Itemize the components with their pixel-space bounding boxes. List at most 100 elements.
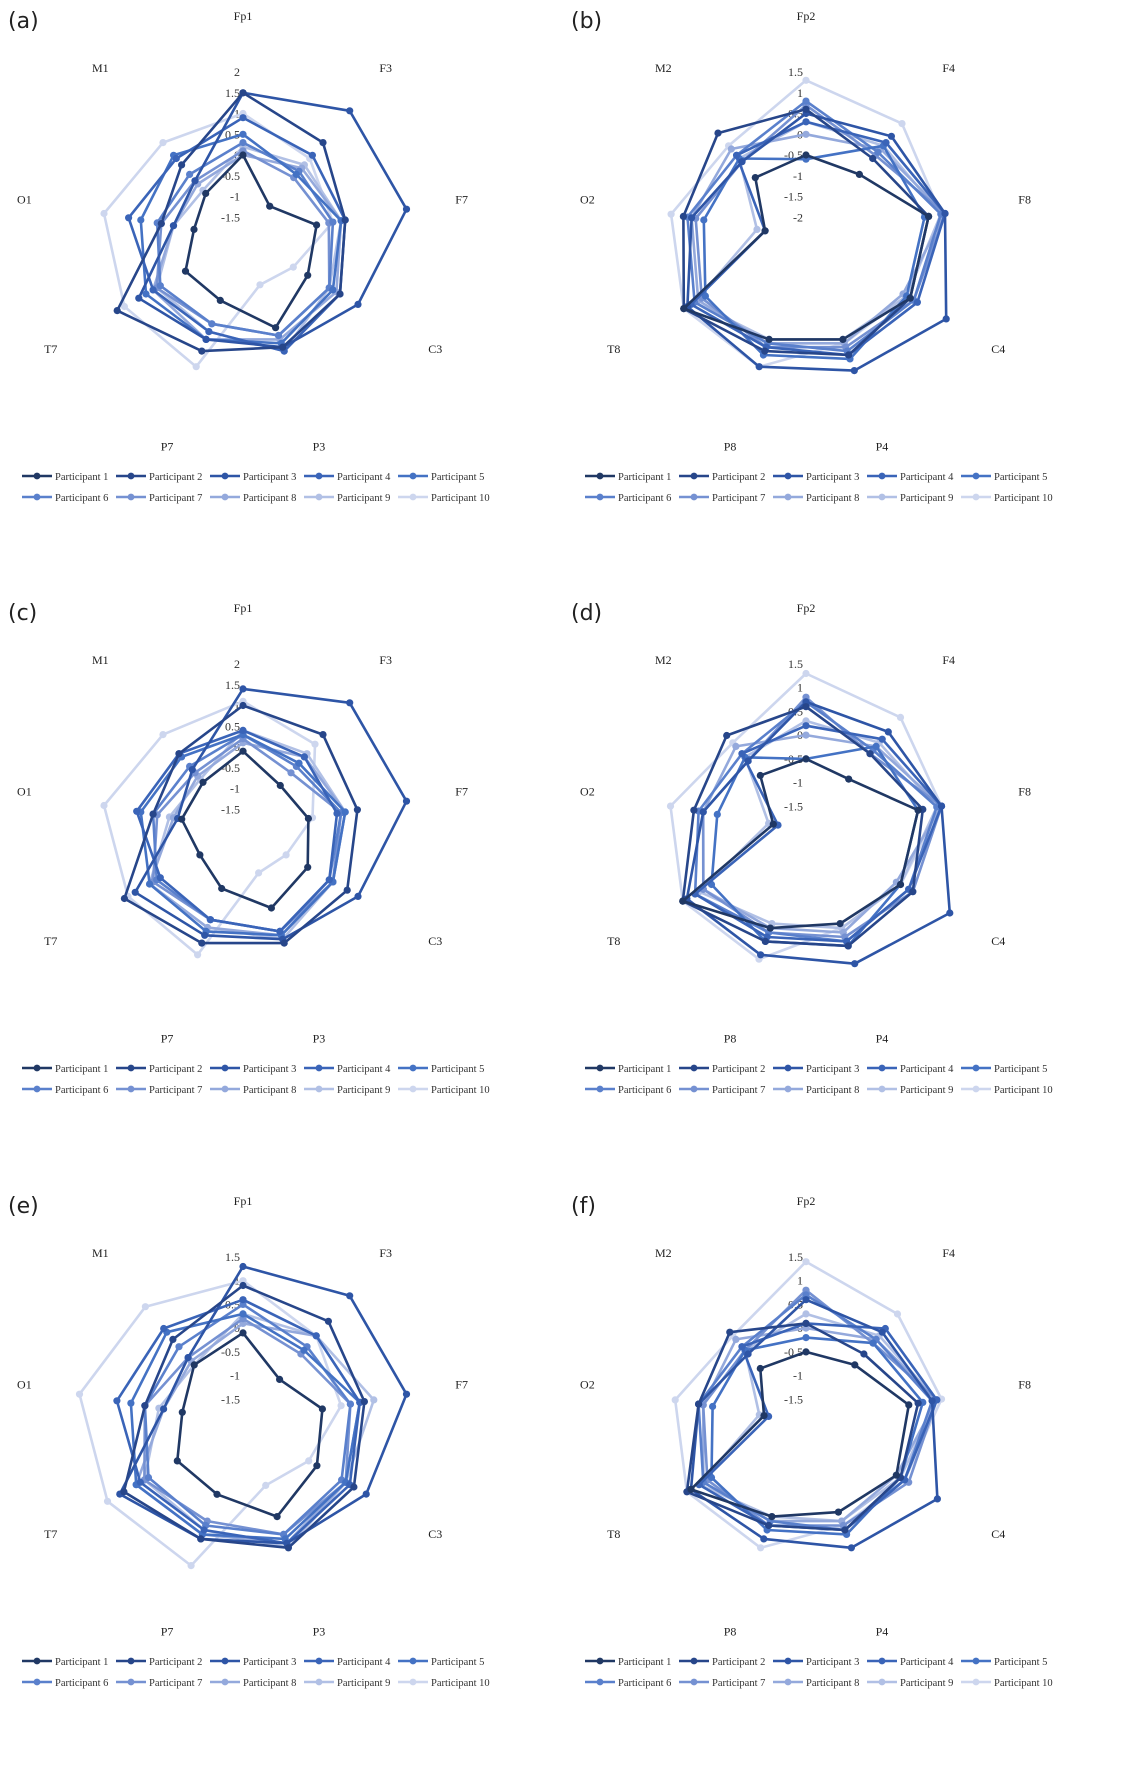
legend-label: Participant 1	[618, 1657, 671, 1668]
data-point	[341, 808, 349, 816]
legend-label: Participant 8	[806, 1085, 859, 1096]
series-line	[710, 1336, 925, 1536]
data-point	[701, 292, 709, 300]
legend-swatch-dot	[784, 1657, 792, 1665]
data-point	[218, 884, 226, 893]
data-point	[755, 363, 763, 371]
tick-label: -0.5	[221, 761, 240, 775]
series-line	[697, 1312, 939, 1523]
data-point	[239, 151, 247, 159]
legend-label: Participant 9	[900, 1085, 953, 1096]
series-4	[113, 1296, 364, 1547]
data-point	[341, 216, 349, 224]
legend-item-9: Participant 9	[867, 1085, 953, 1096]
data-point	[896, 880, 905, 889]
data-point	[802, 118, 810, 126]
legend-item-1: Participant 1	[22, 1657, 108, 1668]
data-point	[194, 951, 202, 959]
category-label-f3: F3	[379, 653, 392, 667]
legend-item-6: Participant 6	[585, 1678, 671, 1689]
data-point	[802, 130, 810, 138]
legend-label: Participant 5	[431, 1064, 484, 1075]
radar-svg: (b) Fp2F4F8C4P4P8T8O2M2-2-1.5-1-0.500.511…	[571, 9, 1053, 504]
data-point	[256, 281, 264, 289]
legend-item-3: Participant 3	[210, 1657, 296, 1668]
legend-label: Participant 3	[243, 1064, 296, 1075]
category-label-m2: M2	[655, 653, 672, 667]
category-label-fp2: Fp2	[797, 9, 816, 23]
legend-swatch-dot	[33, 1678, 41, 1686]
legend-label: Participant 9	[900, 1678, 953, 1689]
category-label-p8: P8	[724, 1625, 737, 1639]
tick-label: -1.5	[221, 210, 240, 224]
data-point	[906, 294, 914, 302]
radar-chart-c: (c) Fp1 F3 F7 C3 P3 P7 T7 O1 M1 -1.5 -1 -0.5 0 0.5 1 1.5…	[0, 592, 563, 1182]
category-label-m1: M1	[92, 61, 109, 75]
legend-label: Participant 1	[55, 1657, 108, 1668]
category-label-p3: P3	[313, 1625, 326, 1639]
legend-item-1: Participant 1	[585, 1657, 671, 1668]
series-3	[131, 685, 411, 943]
category-label-o2: O2	[580, 192, 595, 206]
data-point	[802, 1310, 810, 1318]
tick-label: 1.5	[788, 65, 803, 79]
category-label-f7: F7	[455, 784, 468, 798]
data-point	[284, 1544, 292, 1552]
data-point	[802, 76, 810, 84]
legend-label: Participant 9	[337, 1085, 390, 1096]
data-point	[761, 227, 769, 235]
data-point	[276, 781, 284, 790]
category-label-c4: C4	[991, 342, 1005, 356]
category-label-c4: C4	[991, 934, 1005, 948]
data-point	[191, 177, 199, 185]
data-point	[680, 305, 688, 313]
legend-swatch-dot	[972, 1678, 980, 1686]
data-point	[313, 221, 321, 229]
category-label-f3: F3	[379, 1246, 392, 1260]
radar-svg: (e) Fp1F3F7C3P3P7T7O1M1-1.5-1-0.500.511.5…	[8, 1194, 490, 1689]
data-point	[192, 363, 200, 371]
data-point	[738, 1343, 746, 1351]
radar-svg: (d) Fp2F4F8C4P4P8T8O2M2-1.5-1-0.500.511.5…	[571, 601, 1053, 1096]
legend-item-3: Participant 3	[773, 1657, 859, 1668]
data-point	[239, 685, 247, 693]
data-point	[103, 1497, 112, 1505]
data-point	[756, 1364, 764, 1373]
series-line	[689, 1298, 939, 1550]
data-point	[845, 351, 853, 359]
legend-label: Participant 6	[618, 493, 671, 504]
legend-swatch-dot	[315, 1678, 323, 1686]
legend-label: Participant 3	[806, 1064, 859, 1075]
series-line	[115, 1298, 362, 1545]
data-point	[329, 218, 337, 226]
legend-label: Participant 1	[618, 472, 671, 483]
series-line	[693, 700, 939, 943]
series-2	[679, 703, 927, 950]
panel-label: (a)	[8, 9, 39, 34]
data-point	[319, 139, 327, 147]
series-line	[682, 153, 930, 341]
data-point	[744, 1350, 752, 1358]
data-point	[933, 1495, 941, 1503]
data-point	[802, 1258, 810, 1266]
data-point	[666, 802, 675, 810]
legend-label: Participant 4	[900, 1064, 954, 1075]
panel-label: (f)	[571, 1194, 596, 1219]
legend-item-6: Participant 6	[585, 493, 671, 504]
data-point	[120, 894, 128, 903]
legend-item-7: Participant 7	[116, 1085, 202, 1096]
legend-label: Participant 7	[149, 1678, 202, 1689]
data-point	[362, 1490, 370, 1498]
radar-chart-e: (e) Fp1 F3 F7 C3 P3 P7 T7 O1 M1 -1.5 -1 -0.5 0 0.5 1 1.5…	[0, 1185, 563, 1775]
category-label-f8: F8	[1018, 1377, 1031, 1391]
tick-label: 1	[797, 1274, 803, 1288]
radar-chart-b: (b) Fp2 F4 F8 C4 P4 P8 T8 O2 M2 -2 -1.5 -1 -0.5 0 0.5 1 1…	[563, 0, 1126, 590]
data-point	[159, 139, 167, 147]
data-point	[292, 170, 300, 178]
legend-item-9: Participant 9	[867, 493, 953, 504]
data-point	[160, 1324, 168, 1333]
tick-label: 0.5	[225, 719, 240, 733]
tick-label: 2	[234, 65, 240, 79]
category-label-fp1: Fp1	[234, 9, 253, 23]
data-point	[213, 1490, 221, 1498]
